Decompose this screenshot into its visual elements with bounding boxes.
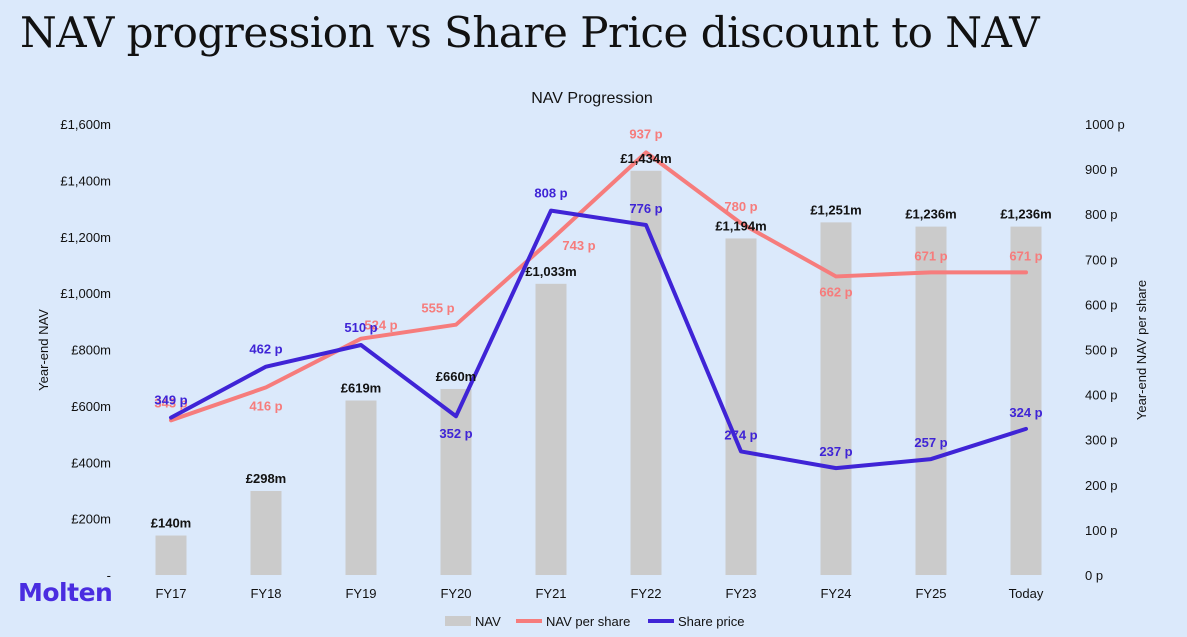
nav-bar-data-label: £140m [151, 516, 191, 531]
x-category-label: FY18 [250, 586, 281, 601]
x-category-label: FY17 [155, 586, 186, 601]
y-left-tick-label: £1,600m [60, 117, 111, 132]
nav-bar [630, 170, 662, 575]
y-left-tick-label: £600m [71, 399, 111, 414]
nav-bar-data-label: £1,251m [810, 202, 861, 217]
y-right-tick-label: 200 p [1085, 478, 1118, 493]
share-price-data-label: 462 p [249, 342, 282, 357]
nav-per-share-data-label: 524 p [364, 318, 397, 333]
chart-title: NAV Progression [531, 90, 653, 107]
x-category-label: FY21 [535, 586, 566, 601]
nav-bar-data-label: £660m [436, 369, 476, 384]
nav-per-share-data-label: 780 p [724, 199, 757, 214]
x-category-label: FY25 [915, 586, 946, 601]
nav-bar [1010, 226, 1042, 576]
x-category-label: FY22 [630, 586, 661, 601]
x-category-label: Today [1009, 586, 1044, 601]
nav-bar [155, 535, 187, 575]
y-left-axis-label: Year-end NAV [36, 309, 51, 391]
x-category-label: FY24 [820, 586, 851, 601]
share-price-data-label: 237 p [819, 444, 852, 459]
y-left-tick-label: £400m [71, 455, 111, 470]
y-right-tick-label: 0 p [1085, 568, 1103, 583]
nav-per-share-data-label: 937 p [629, 126, 662, 141]
share-price-line [169, 208, 1028, 471]
share-price-data-label: 352 p [439, 426, 472, 441]
nav-bar [250, 491, 282, 575]
nav-bar [345, 400, 377, 575]
nav-per-share-data-label: 743 p [562, 238, 595, 253]
y-right-tick-label: 300 p [1085, 433, 1118, 448]
nav-bar-data-label: £1,194m [715, 218, 766, 233]
x-category-label: FY23 [725, 586, 756, 601]
nav-bar [535, 283, 567, 575]
y-right-tick-label: 1000 p [1085, 117, 1125, 132]
nav-per-share-data-label: 671 p [1009, 248, 1042, 263]
y-left-tick-label: £800m [71, 343, 111, 358]
y-right-tick-label: 900 p [1085, 162, 1118, 177]
nav-bar-data-label: £1,236m [905, 207, 956, 222]
share-price-data-label: 274 p [724, 427, 757, 442]
page-title: NAV progression vs Share Price discount … [20, 8, 1040, 57]
nav-bar [725, 238, 757, 575]
nav-bar-data-label: £1,434m [620, 151, 671, 166]
y-left-tick-label: £1,200m [60, 230, 111, 245]
nav-bar-data-label: £298m [246, 471, 286, 486]
nav-bar [915, 226, 947, 576]
y-left-tick-label: £200m [71, 512, 111, 527]
x-category-label: FY19 [345, 586, 376, 601]
nav-per-share-line [169, 150, 1028, 423]
share-price-data-label: 510 p [344, 320, 377, 335]
y-right-tick-label: 800 p [1085, 207, 1118, 222]
nav-per-share-data-label: 343 p [154, 395, 187, 410]
nav-per-share-data-label: 662 p [819, 284, 852, 299]
legend-nav-label: NAV [475, 614, 501, 629]
nav-bar-data-label: £1,033m [525, 264, 576, 279]
legend-nav-swatch [445, 616, 471, 626]
nav-bar-data-label: £619m [341, 381, 381, 396]
legend-share-price-label: Share price [678, 614, 744, 629]
share-price-data-label: 808 p [534, 186, 567, 201]
nav-per-share-data-label: 555 p [421, 301, 454, 316]
share-price-data-label: 776 p [629, 201, 662, 216]
nav-bar-data-label: £1,236m [1000, 207, 1051, 222]
y-right-axis-label: Year-end NAV per share [1134, 280, 1149, 420]
y-right-tick-label: 600 p [1085, 297, 1118, 312]
share-price-data-label: 324 p [1009, 405, 1042, 420]
y-right-tick-label: 100 p [1085, 523, 1118, 538]
y-right-tick-label: 500 p [1085, 343, 1118, 358]
y-left-tick-label: £1,400m [60, 173, 111, 188]
y-right-tick-label: 400 p [1085, 388, 1118, 403]
share-price-data-label: 349 p [154, 393, 187, 408]
molten-logo: Molten [18, 578, 113, 607]
y-left-tick-label: £1,000m [60, 286, 111, 301]
nav-per-share-data-label: 416 p [249, 398, 282, 413]
nav-bar [820, 222, 852, 575]
y-right-tick-label: 700 p [1085, 252, 1118, 267]
legend-nav-per-share-label: NAV per share [546, 614, 630, 629]
y-left-tick-label: - [107, 568, 111, 583]
share-price-data-label: 257 p [914, 435, 947, 450]
nav-per-share-data-label: 671 p [914, 248, 947, 263]
nav-bar [440, 388, 472, 575]
x-category-label: FY20 [440, 586, 471, 601]
